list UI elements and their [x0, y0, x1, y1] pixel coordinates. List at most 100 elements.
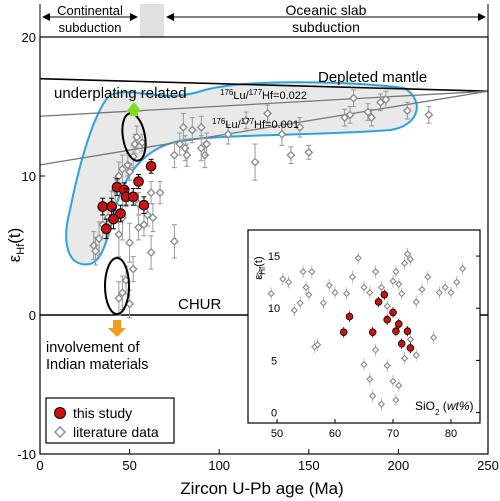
lu-001-label: 176Lu/177Hf=0.001 [212, 117, 299, 132]
inset-lit-point-25 [395, 280, 403, 288]
lit-point-43 [286, 150, 296, 160]
inset-y-tick-label-3: 15 [268, 251, 280, 263]
inset-y-tick-label-2: 10 [268, 303, 280, 315]
underplating-ellipse [121, 112, 147, 162]
lit-point-14 [125, 167, 135, 177]
lit-point-37 [196, 122, 206, 132]
continental-arrow-left [42, 13, 50, 21]
lit-point-30 [178, 122, 188, 132]
lit-point-36 [202, 139, 212, 149]
lu-001-label-part-1: Lu [225, 119, 237, 131]
inset-study-point-4 [380, 290, 389, 299]
inset-lit-point-19 [366, 289, 374, 297]
inset-lit-point-50 [377, 400, 385, 408]
inset-study-point-6 [389, 308, 397, 317]
ref-line-2 [39, 90, 489, 166]
inset-lit-point-14 [331, 289, 339, 297]
continental-arrow-right [130, 13, 138, 21]
inset-lit-point-27 [401, 259, 409, 267]
inset-x-tick-label-2: 70 [387, 428, 399, 440]
legend-box [45, 397, 175, 444]
inset-study-point-3 [374, 298, 383, 306]
inset-frame [247, 229, 481, 424]
oceanic-arrow-left [166, 13, 174, 21]
study-points [97, 158, 157, 240]
study-point-8 [127, 191, 139, 203]
inset-lit-point-3 [285, 278, 293, 286]
lu-001-label-part-0: 176 [212, 117, 226, 126]
inset-study-point-9 [397, 339, 406, 348]
lu-022-label-part-2: / [246, 90, 250, 102]
inset-lit-point-26 [398, 290, 406, 298]
y-tick-label-3: 20 [22, 30, 36, 45]
lit-point-34 [196, 143, 206, 153]
legend: this study literature data [45, 397, 175, 444]
lit-point-46 [340, 113, 350, 123]
inset-study-points [339, 289, 415, 354]
inset-lit-point-21 [377, 283, 385, 291]
study-point-11 [145, 160, 157, 172]
inset-lit-point-4 [290, 306, 298, 314]
lit-point-17 [134, 223, 143, 232]
lit-point-52 [381, 95, 391, 104]
inset-lit-point-18 [360, 283, 368, 291]
x-tick-label-2: 100 [208, 458, 230, 473]
continental-label-line1: Continental [57, 3, 123, 18]
x-tick-label-3: 150 [298, 458, 320, 473]
lit-point-27 [169, 236, 179, 246]
study-point-5 [115, 208, 126, 219]
lit-point-50 [367, 113, 376, 123]
inset-lit-point-30 [412, 298, 420, 306]
inset-study-point-5 [383, 315, 392, 324]
inset-lit-point-23 [389, 277, 397, 285]
inset-axis-ticks: 50 60 70 80 0 5 10 15 [268, 251, 480, 440]
lu-022-label-part-1: Lu [233, 90, 245, 102]
underplating-label: underplating related [54, 85, 187, 102]
inset-lit-point-29 [406, 255, 414, 263]
lu-001-label-part-4: Hf=0.001 [254, 119, 299, 131]
continental-label-line2: subduction [59, 20, 122, 35]
lit-point-8 [118, 164, 127, 174]
lit-point-24 [146, 248, 156, 257]
lit-point-40 [250, 157, 260, 167]
inset-study-point-0 [339, 328, 348, 337]
inset-lit-point-41 [369, 392, 377, 400]
inset-x-label: SiO2 (wt%) [415, 399, 473, 417]
chur-label: CHUR [178, 296, 221, 313]
inset-lit-point-0 [256, 270, 264, 278]
y-axis-label-sub: Hf [15, 243, 27, 255]
inset-study-point-7 [392, 327, 400, 335]
lit-point-31 [180, 143, 190, 153]
study-point-1 [101, 223, 112, 235]
legend-study-marker [54, 407, 66, 419]
lit-point-2 [94, 234, 104, 243]
inset-lit-point-46 [401, 354, 409, 362]
inset-lit-point-13 [325, 281, 333, 289]
inset-background [248, 230, 480, 423]
lit-point-59 [128, 264, 138, 274]
y-tick-label-1: 0 [29, 308, 36, 323]
x-tick-label-4: 200 [388, 458, 410, 473]
legend-lit-label: literature data [73, 424, 159, 440]
y-axis-label: εHf(t) [5, 228, 27, 263]
inset-lit-point-5 [296, 299, 304, 307]
inset-lit-point-17 [354, 254, 362, 262]
inset-lit-point-44 [392, 396, 400, 404]
inset-x-tick-label-3: 80 [445, 428, 457, 440]
lit-point-55 [114, 293, 124, 303]
inset-x-tick-label-0: 50 [271, 428, 283, 440]
inset-y-label: εHf(t) [253, 256, 267, 279]
inset-study-point-8 [394, 320, 403, 328]
x-tick-label-1: 50 [122, 458, 136, 473]
inset-x-tick-label-1: 60 [329, 428, 341, 440]
inset-lit-point-43 [389, 377, 397, 385]
inset-x-label-part-0: SiO [415, 399, 435, 413]
inset-lit-point-34 [435, 289, 443, 297]
inset-lit-point-24 [392, 268, 400, 276]
lit-point-49 [363, 107, 373, 117]
inset-literature-points [256, 247, 467, 411]
up-arrow-icon [126, 102, 142, 116]
lit-point-53 [402, 106, 412, 116]
